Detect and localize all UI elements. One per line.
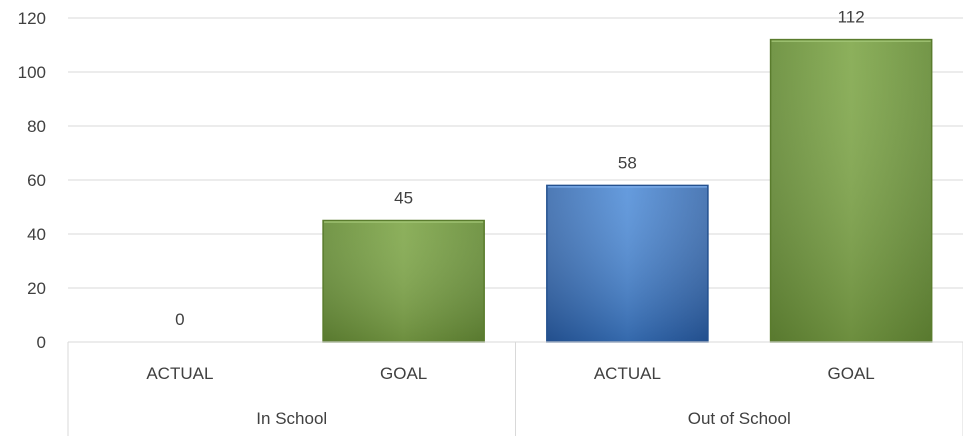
x-category-label: GOAL — [828, 364, 875, 383]
bar-shading — [322, 219, 485, 343]
y-tick-label: 40 — [27, 225, 46, 244]
x-group-label: Out of School — [688, 409, 791, 428]
bars — [322, 38, 933, 343]
data-label: 0 — [175, 310, 184, 329]
y-tick-label: 60 — [27, 171, 46, 190]
x-group-label: In School — [256, 409, 327, 428]
y-tick-label: 80 — [27, 117, 46, 136]
x-axis: ACTUAL GOAL ACTUAL GOAL In School Out of Scho… — [67, 341, 963, 436]
data-label: 112 — [838, 8, 865, 27]
data-labels: 0 45 58 112 — [175, 8, 865, 329]
x-category-label: ACTUAL — [594, 364, 661, 383]
data-label: 45 — [394, 189, 413, 208]
y-axis: 0 20 40 60 80 100 120 — [18, 9, 46, 352]
y-tick-label: 120 — [18, 9, 46, 28]
bar-shading — [769, 38, 933, 343]
x-category-label: GOAL — [380, 364, 427, 383]
gridlines — [68, 17, 963, 343]
x-category-label: ACTUAL — [146, 364, 213, 383]
bar-shading — [546, 184, 709, 343]
data-label: 58 — [618, 153, 637, 172]
y-tick-label: 0 — [37, 333, 46, 352]
y-tick-label: 20 — [27, 279, 46, 298]
y-tick-label: 100 — [18, 63, 46, 82]
